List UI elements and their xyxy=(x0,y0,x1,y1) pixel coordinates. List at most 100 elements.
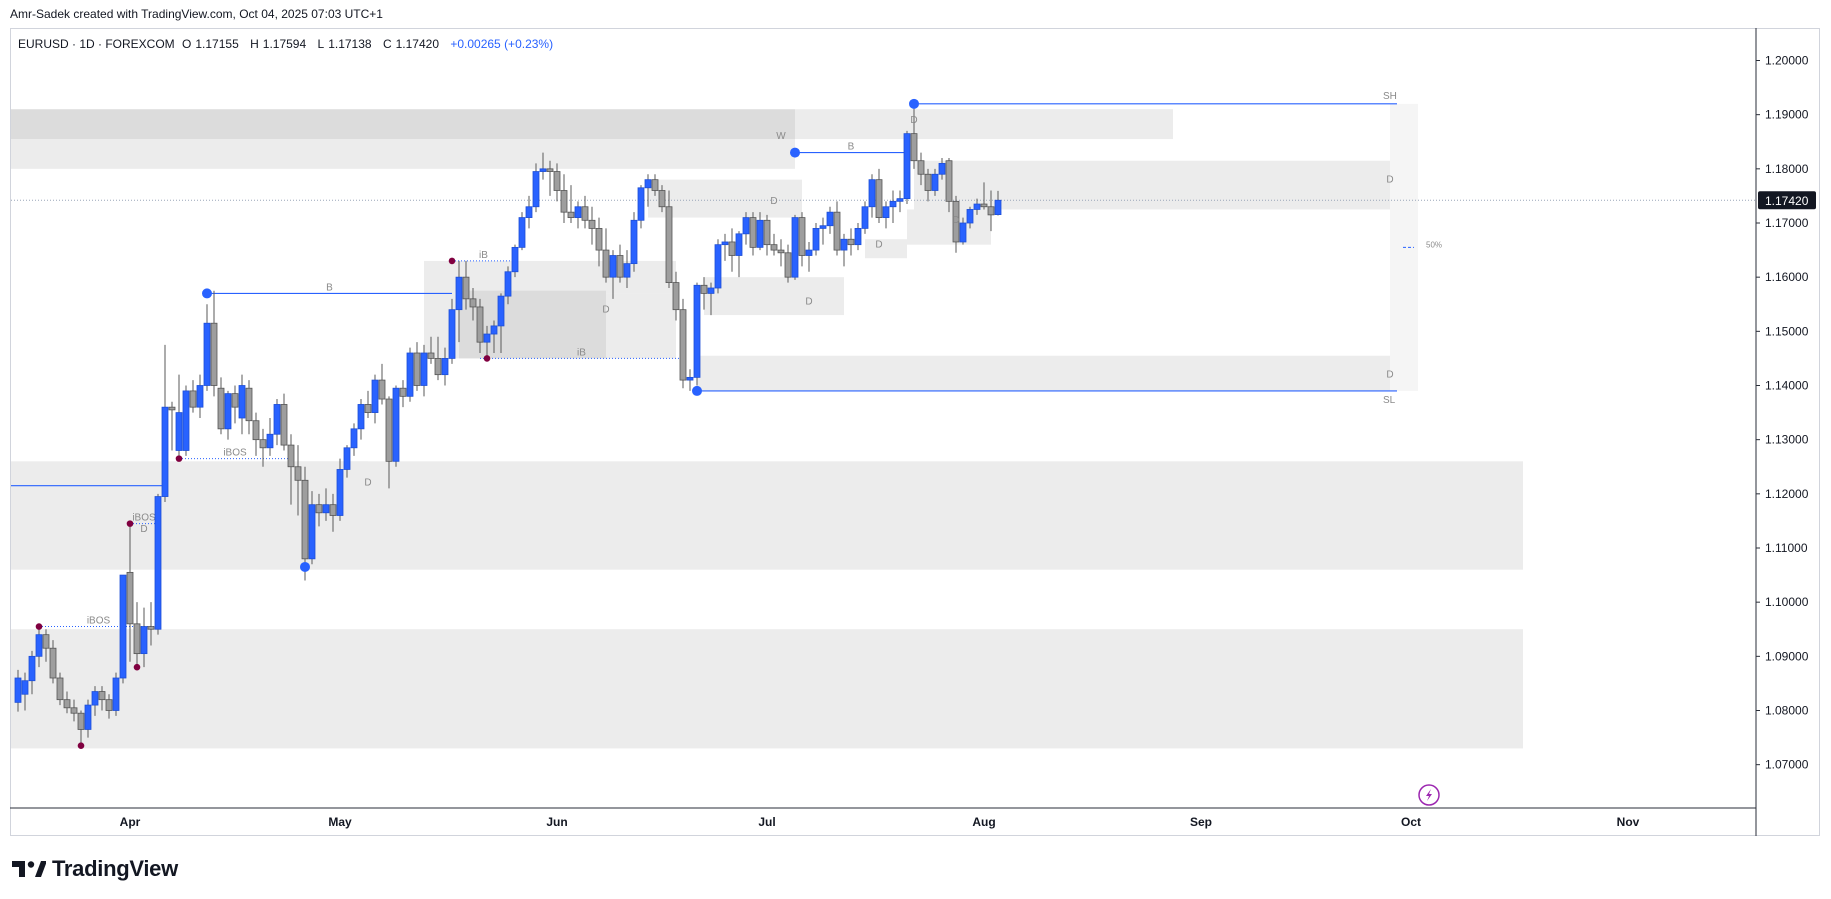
candle[interactable] xyxy=(700,284,708,294)
candle[interactable] xyxy=(77,712,85,730)
swing-low-point[interactable] xyxy=(692,385,702,396)
candle[interactable] xyxy=(616,255,624,278)
candle[interactable] xyxy=(245,387,253,422)
candle[interactable] xyxy=(35,634,43,657)
candle[interactable] xyxy=(546,168,554,172)
candle[interactable] xyxy=(833,211,841,251)
candle[interactable] xyxy=(301,479,309,560)
candle[interactable] xyxy=(385,398,393,462)
candle[interactable] xyxy=(364,404,372,413)
candle[interactable] xyxy=(210,322,218,386)
swing-low-point[interactable] xyxy=(300,561,310,572)
candle[interactable] xyxy=(518,217,526,248)
candle[interactable] xyxy=(308,504,316,560)
candle[interactable] xyxy=(119,574,127,679)
candle[interactable] xyxy=(476,306,484,343)
candle[interactable] xyxy=(553,171,561,191)
legend-symbol[interactable]: EURUSD · 1D · FOREXCOM xyxy=(18,37,175,51)
candle[interactable] xyxy=(42,634,50,649)
candle[interactable] xyxy=(427,352,435,359)
candle[interactable] xyxy=(280,404,288,446)
candle[interactable] xyxy=(231,393,239,408)
candle[interactable] xyxy=(462,276,470,300)
candle[interactable] xyxy=(273,404,281,435)
candle[interactable] xyxy=(21,680,29,695)
candle[interactable] xyxy=(882,206,890,218)
candle[interactable] xyxy=(350,428,358,449)
candle[interactable] xyxy=(721,241,729,246)
candle[interactable] xyxy=(371,379,379,413)
candle[interactable] xyxy=(28,655,36,682)
candle[interactable] xyxy=(770,244,778,251)
candle[interactable] xyxy=(259,439,267,449)
candle[interactable] xyxy=(686,376,694,381)
pivot-point[interactable] xyxy=(133,663,141,671)
candle[interactable] xyxy=(875,179,883,218)
pivot-point[interactable] xyxy=(175,455,183,462)
candle[interactable] xyxy=(812,228,820,251)
candle[interactable] xyxy=(826,211,834,227)
candle[interactable] xyxy=(847,238,855,246)
candle[interactable] xyxy=(112,677,120,711)
candle[interactable] xyxy=(343,447,351,470)
candle[interactable] xyxy=(707,287,715,294)
candle[interactable] xyxy=(539,168,547,172)
candle[interactable] xyxy=(609,255,617,278)
candle[interactable] xyxy=(336,469,344,516)
candle[interactable] xyxy=(749,217,757,248)
candle[interactable] xyxy=(763,219,771,246)
candle[interactable] xyxy=(224,393,232,430)
candle[interactable] xyxy=(959,222,967,243)
candle[interactable] xyxy=(588,219,596,229)
candle[interactable] xyxy=(455,276,463,311)
candle[interactable] xyxy=(595,228,603,251)
candle[interactable] xyxy=(861,206,869,229)
candle[interactable] xyxy=(560,190,568,213)
pivot-point[interactable] xyxy=(126,520,134,527)
candle[interactable] xyxy=(693,284,701,378)
candle[interactable] xyxy=(952,200,960,243)
candle[interactable] xyxy=(980,203,988,208)
candle[interactable] xyxy=(252,420,260,441)
candle[interactable] xyxy=(805,249,813,256)
candle[interactable] xyxy=(868,179,876,208)
candle[interactable] xyxy=(889,200,897,208)
candle[interactable] xyxy=(175,412,183,451)
candle[interactable] xyxy=(161,406,169,497)
candle[interactable] xyxy=(511,246,519,273)
candle[interactable] xyxy=(434,358,442,376)
candle[interactable] xyxy=(665,206,673,283)
candle[interactable] xyxy=(896,198,904,202)
pivot-point[interactable] xyxy=(448,257,456,265)
candle[interactable] xyxy=(630,219,638,265)
candle[interactable] xyxy=(714,244,722,289)
candle[interactable] xyxy=(49,647,57,679)
candle[interactable] xyxy=(469,298,477,308)
candle[interactable] xyxy=(756,219,764,248)
candle[interactable] xyxy=(147,626,155,630)
candle[interactable] xyxy=(140,626,148,655)
candle[interactable] xyxy=(14,677,22,703)
candle[interactable] xyxy=(728,241,736,256)
candle[interactable] xyxy=(679,309,687,381)
candle[interactable] xyxy=(217,387,225,430)
candle[interactable] xyxy=(903,133,911,200)
candle[interactable] xyxy=(637,187,645,221)
candle[interactable] xyxy=(973,203,981,210)
pivot-point[interactable] xyxy=(35,623,43,630)
candle[interactable] xyxy=(490,325,498,335)
candle[interactable] xyxy=(798,217,806,256)
candle[interactable] xyxy=(294,466,302,481)
candle[interactable] xyxy=(497,295,505,327)
candle[interactable] xyxy=(532,171,540,208)
candle[interactable] xyxy=(378,379,386,400)
candle[interactable] xyxy=(910,133,918,162)
last-price-tag[interactable] xyxy=(1758,191,1816,210)
candle[interactable] xyxy=(105,699,113,711)
candle[interactable] xyxy=(987,206,995,216)
candle[interactable] xyxy=(413,352,421,386)
candle[interactable] xyxy=(567,211,575,218)
candle[interactable] xyxy=(329,504,337,516)
candle[interactable] xyxy=(994,199,1002,216)
candle[interactable] xyxy=(581,206,589,221)
